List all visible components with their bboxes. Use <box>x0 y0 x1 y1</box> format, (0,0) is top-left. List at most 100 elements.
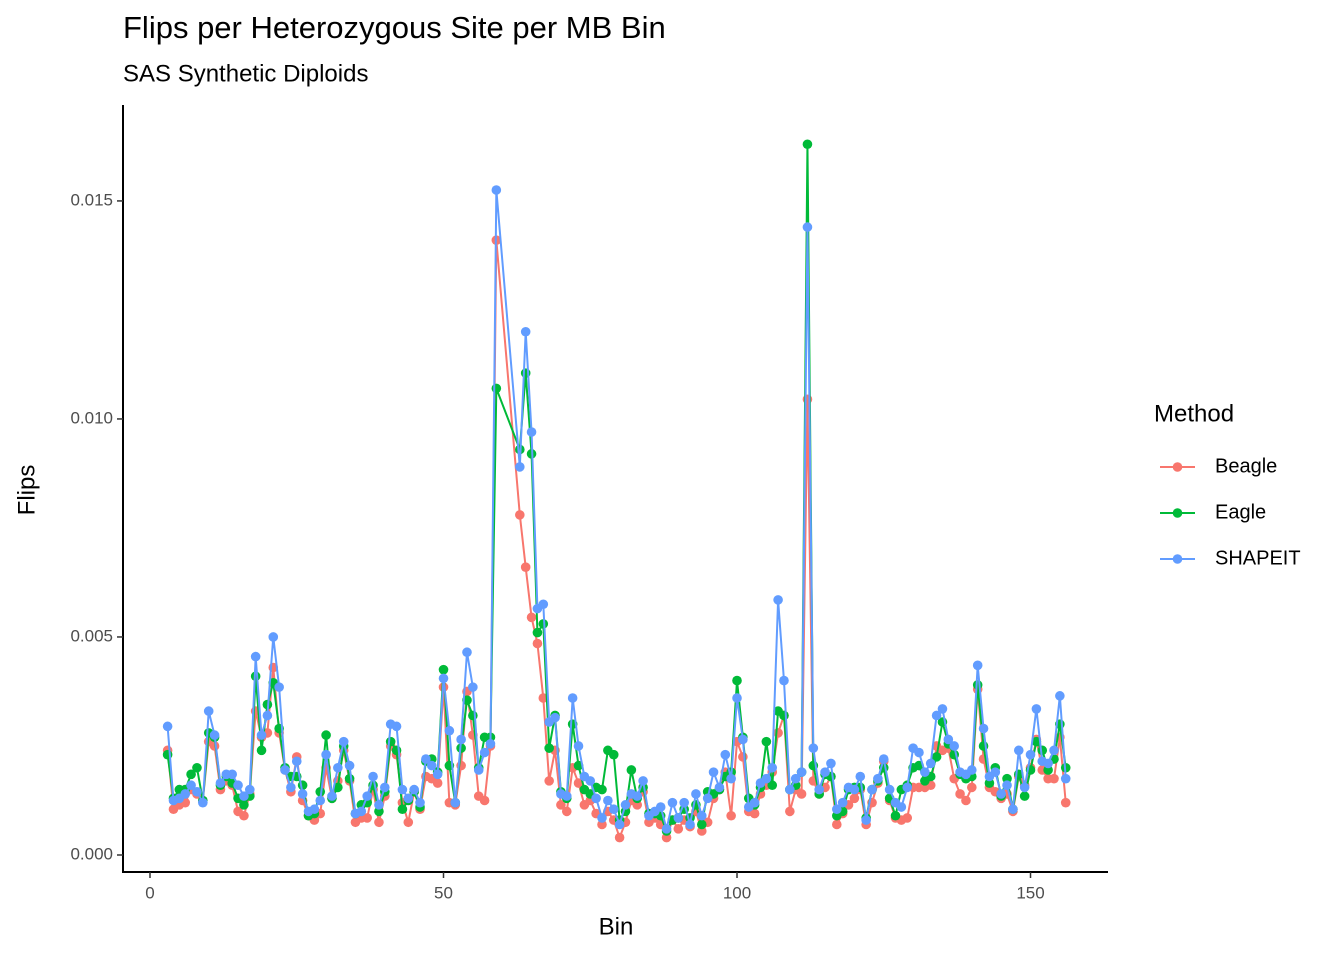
data-point <box>426 760 437 771</box>
chart-title: Flips per Heterozygous Site per MB Bin <box>123 10 666 45</box>
data-point <box>773 728 783 738</box>
data-point <box>597 813 607 823</box>
data-point <box>585 776 596 786</box>
data-point <box>391 721 402 732</box>
data-point <box>374 817 384 828</box>
data-point <box>315 795 326 806</box>
data-point <box>397 784 408 795</box>
data-point <box>884 784 895 795</box>
data-point <box>767 762 778 773</box>
series-line <box>166 143 1067 833</box>
y-tick-label: 0.015 <box>70 190 113 209</box>
data-point <box>978 723 989 734</box>
data-point <box>738 734 748 745</box>
data-point <box>468 682 478 692</box>
data-point <box>532 627 543 638</box>
data-point <box>450 797 461 808</box>
data-point <box>550 712 560 723</box>
data-point <box>614 832 625 843</box>
series-line <box>166 189 1067 830</box>
data-point <box>702 793 713 804</box>
data-point <box>902 813 913 823</box>
data-point <box>397 804 408 815</box>
data-point <box>544 743 554 753</box>
data-point <box>796 789 807 799</box>
data-point <box>250 651 261 662</box>
data-point <box>162 721 173 732</box>
data-point <box>785 784 795 795</box>
data-point <box>180 789 191 799</box>
data-point <box>421 754 431 764</box>
legend-label: Beagle <box>1215 455 1277 477</box>
data-point <box>432 769 443 780</box>
data-point <box>479 747 490 758</box>
data-point <box>820 767 830 777</box>
data-point <box>914 747 924 758</box>
data-point <box>696 810 707 821</box>
data-point <box>790 773 801 784</box>
data-point <box>409 784 419 795</box>
chart-subtitle: SAS Synthetic Diploids <box>123 60 368 87</box>
legend-title: Method <box>1154 400 1234 427</box>
data-point <box>937 704 948 714</box>
data-point <box>485 739 496 749</box>
y-tick-label: 0.000 <box>70 844 113 863</box>
data-point <box>573 778 584 788</box>
data-point <box>192 762 202 773</box>
data-point <box>262 710 273 721</box>
data-point <box>996 789 1006 799</box>
y-tick-label: 0.005 <box>70 626 113 645</box>
data-point <box>333 782 343 793</box>
data-point <box>280 765 290 775</box>
data-point <box>526 427 537 437</box>
data-point <box>239 791 249 801</box>
data-point <box>1031 704 1042 714</box>
data-point <box>573 741 584 751</box>
data-point <box>943 734 954 745</box>
data-point <box>749 808 760 819</box>
data-point <box>1025 749 1036 760</box>
data-point <box>309 804 320 815</box>
data-point <box>773 595 783 605</box>
data-point <box>972 660 983 671</box>
data-point <box>256 730 267 740</box>
data-point <box>239 800 249 810</box>
data-point <box>538 599 549 610</box>
data-point <box>291 756 302 767</box>
data-point <box>931 710 942 721</box>
data-point <box>796 767 807 777</box>
data-point <box>520 326 531 337</box>
x-tick-label: 100 <box>723 883 751 902</box>
data-point <box>286 782 296 793</box>
legend-key-point <box>1172 508 1183 518</box>
data-point <box>878 754 889 764</box>
data-point <box>867 784 877 795</box>
data-point <box>708 767 719 777</box>
data-point <box>685 819 695 830</box>
data-point <box>726 773 736 784</box>
data-point <box>338 736 349 747</box>
data-point <box>1049 745 1059 756</box>
data-point <box>1019 791 1030 801</box>
data-point <box>297 789 308 799</box>
data-point <box>632 791 643 801</box>
data-point <box>608 804 619 815</box>
data-point <box>749 797 760 808</box>
x-tick-label: 150 <box>1016 883 1044 902</box>
data-point <box>896 802 907 812</box>
data-point <box>374 800 384 810</box>
data-point <box>597 784 607 795</box>
data-point <box>673 824 684 834</box>
data-point <box>532 638 543 649</box>
data-point <box>931 752 942 762</box>
data-point <box>186 780 196 791</box>
y-tick-label: 0.010 <box>70 408 113 427</box>
data-point <box>520 562 531 573</box>
data-point <box>1002 780 1012 791</box>
data-point <box>215 778 226 788</box>
data-point <box>385 736 396 747</box>
data-point <box>321 730 331 740</box>
data-point <box>855 771 866 782</box>
data-point <box>244 784 255 795</box>
